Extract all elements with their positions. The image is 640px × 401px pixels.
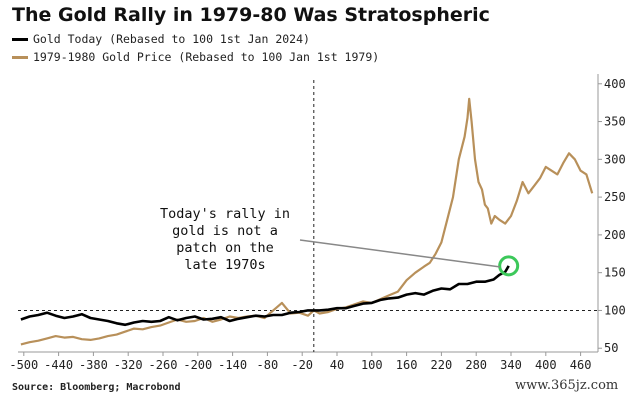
x-tick-label: -380 xyxy=(79,358,108,372)
legend-label-today: Gold Today (Rebased to 100 1st Jan 2024) xyxy=(33,32,310,46)
x-tick-label: -500 xyxy=(9,358,38,372)
annotation-line: Today's rally in xyxy=(160,206,290,222)
legend-swatch-late70s xyxy=(12,55,28,59)
x-tick-label: 160 xyxy=(396,358,418,372)
annotation-pointer xyxy=(299,239,500,268)
legend: Gold Today (Rebased to 100 1st Jan 2024)… xyxy=(12,30,379,66)
legend-label-late70s: 1979-1980 Gold Price (Rebased to 100 Jan… xyxy=(33,50,380,64)
legend-entry-today: Gold Today (Rebased to 100 1st Jan 2024) xyxy=(12,30,379,48)
x-tick-label: 340 xyxy=(500,358,522,372)
y-tick-label: 50 xyxy=(604,341,618,355)
x-tick-label: 100 xyxy=(361,358,383,372)
y-tick-label: 100 xyxy=(604,303,626,317)
chart-title: The Gold Rally in 1979-80 Was Stratosphe… xyxy=(12,4,490,26)
y-tick-label: 400 xyxy=(604,77,626,91)
series-line-late70s xyxy=(20,97,594,346)
x-tick-label: -320 xyxy=(114,358,143,372)
y-tick-label: 350 xyxy=(604,115,626,129)
x-tick-label: 280 xyxy=(465,358,487,372)
y-tick-label: 300 xyxy=(604,152,626,166)
highlight-circle xyxy=(498,255,520,277)
y-tick-label: 200 xyxy=(604,228,626,242)
annotation-line: patch on the xyxy=(176,240,274,256)
x-tick-label: -140 xyxy=(218,358,247,372)
annotation-line: gold is not a xyxy=(172,223,278,239)
x-tick-label: 460 xyxy=(570,358,592,372)
legend-swatch-today xyxy=(12,37,28,41)
legend-entry-late70s: 1979-1980 Gold Price (Rebased to 100 Jan… xyxy=(12,48,379,66)
x-tick-label: -80 xyxy=(257,358,279,372)
series-line-today xyxy=(20,265,510,327)
x-tick-label: -440 xyxy=(44,358,73,372)
x-tick-label: 40 xyxy=(330,358,344,372)
x-tick-label: -260 xyxy=(149,358,178,372)
x-tick-label: -20 xyxy=(291,358,313,372)
source-note: Source: Bloomberg; Macrobond xyxy=(12,382,181,393)
x-tick-label: -200 xyxy=(183,358,212,372)
x-tick-label: 400 xyxy=(535,358,557,372)
x-tick-label: 220 xyxy=(431,358,453,372)
watermark: www.365jz.com xyxy=(515,378,619,393)
annotation-line: late 1970s xyxy=(184,257,265,273)
y-tick-label: 150 xyxy=(604,266,626,280)
y-tick-label: 250 xyxy=(604,190,626,204)
